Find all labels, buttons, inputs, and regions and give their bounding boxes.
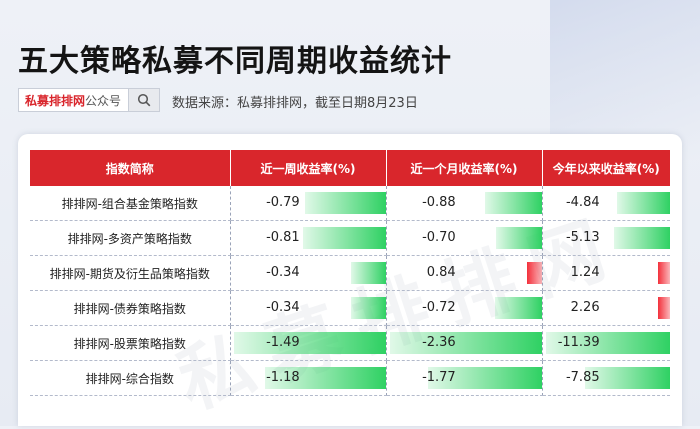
search-icon: [137, 93, 151, 107]
return-value: -0.34: [266, 300, 300, 315]
return-value: -1.77: [422, 370, 456, 385]
return-value: -2.36: [422, 335, 456, 350]
return-value: -0.70: [422, 230, 456, 245]
positive-return-bar: [527, 262, 542, 284]
index-name-cell: 排排网-股票策略指数: [30, 325, 231, 361]
negative-return-bar: [389, 332, 542, 354]
table-header-row: 指数简称 近一周收益率(%) 近一个月收益率(%) 今年以来收益率(%): [30, 150, 670, 186]
month-return-cell: -0.70: [386, 220, 543, 256]
search-box[interactable]: 私募排排网公众号: [18, 88, 160, 112]
index-name-cell: 排排网-债券策略指数: [30, 290, 231, 326]
index-name-cell: 排排网-综合指数: [30, 360, 231, 396]
negative-return-bar: [495, 297, 542, 319]
negative-return-bar: [427, 367, 542, 389]
positive-return-bar: [658, 262, 670, 284]
header-ytd-return: 今年以来收益率(%): [542, 150, 670, 186]
return-value: -0.72: [422, 300, 456, 315]
return-value: -1.49: [266, 335, 300, 350]
negative-return-bar: [233, 332, 386, 354]
ytd-return-cell: 1.24: [542, 255, 670, 291]
month-return-cell: -2.36: [386, 325, 543, 361]
week-return-cell: -0.81: [230, 220, 387, 256]
month-return-cell: -1.77: [386, 360, 543, 396]
header-index-name: 指数简称: [30, 150, 231, 186]
negative-return-bar: [584, 367, 670, 389]
table-row: 排排网-期货及衍生品策略指数 -0.34 0.84 1.24: [30, 255, 670, 291]
search-button[interactable]: [128, 89, 159, 111]
ytd-return-cell: -4.84: [542, 186, 670, 221]
stats-card: 私募排排网 指数简称 近一周收益率(%) 近一个月收益率(%) 今年以来收益率(…: [18, 134, 682, 426]
negative-return-bar: [304, 192, 386, 214]
header-week-return: 近一周收益率(%): [230, 150, 387, 186]
background-decoration: [550, 0, 700, 160]
search-query: 私募排排网公众号: [25, 93, 122, 108]
table-row: 排排网-组合基金策略指数 -0.79 -0.88 -4.84: [30, 186, 670, 221]
index-name-cell: 排排网-组合基金策略指数: [30, 186, 231, 221]
negative-return-bar: [496, 227, 542, 249]
ytd-return-cell: 2.26: [542, 290, 670, 326]
data-source-note: 数据来源：私募排排网，截至日期8月23日: [172, 96, 418, 111]
month-return-cell: -0.88: [386, 186, 543, 221]
return-value: 1.24: [570, 265, 600, 280]
negative-return-bar: [546, 332, 670, 354]
month-return-cell: 0.84: [386, 255, 543, 291]
negative-return-bar: [350, 297, 386, 319]
negative-return-bar: [617, 192, 670, 214]
week-return-cell: -1.18: [230, 360, 387, 396]
return-value: -1.18: [266, 370, 300, 385]
negative-return-bar: [350, 262, 386, 284]
page-title: 五大策略私募不同周期收益统计: [18, 44, 452, 79]
table-row: 排排网-股票策略指数 -1.49 -2.36 -11.39: [30, 325, 670, 361]
return-value: 2.26: [570, 300, 600, 315]
week-return-cell: -0.34: [230, 255, 387, 291]
return-value: 0.84: [426, 265, 456, 280]
week-return-cell: -1.49: [230, 325, 387, 361]
ytd-return-cell: -7.85: [542, 360, 670, 396]
header-month-return: 近一个月收益率(%): [386, 150, 543, 186]
negative-return-bar: [265, 367, 386, 389]
ytd-return-cell: -11.39: [542, 325, 670, 361]
week-return-cell: -0.34: [230, 290, 387, 326]
index-name-cell: 排排网-多资产策略指数: [30, 220, 231, 256]
return-value: -4.84: [565, 195, 600, 210]
negative-return-bar: [302, 227, 386, 249]
returns-table: 指数简称 近一周收益率(%) 近一个月收益率(%) 今年以来收益率(%) 排排网…: [30, 150, 670, 396]
ytd-return-cell: -5.13: [542, 220, 670, 256]
negative-return-bar: [614, 227, 670, 249]
return-value: -5.13: [565, 230, 600, 245]
week-return-cell: -0.79: [230, 186, 387, 221]
return-value: -0.88: [422, 195, 456, 210]
return-value: -0.81: [266, 230, 300, 245]
return-value: -7.85: [565, 370, 600, 385]
table-row: 排排网-多资产策略指数 -0.81 -0.70 -5.13: [30, 220, 670, 256]
month-return-cell: -0.72: [386, 290, 543, 326]
positive-return-bar: [658, 297, 670, 319]
index-name-cell: 排排网-期货及衍生品策略指数: [30, 255, 231, 291]
table-row: 排排网-综合指数 -1.18 -1.77 -7.85: [30, 360, 670, 396]
negative-return-bar: [484, 192, 542, 214]
return-value: -11.39: [557, 335, 600, 350]
return-value: -0.79: [266, 195, 300, 210]
return-value: -0.34: [266, 265, 300, 280]
table-row: 排排网-债券策略指数 -0.34 -0.72 2.26: [30, 290, 670, 326]
